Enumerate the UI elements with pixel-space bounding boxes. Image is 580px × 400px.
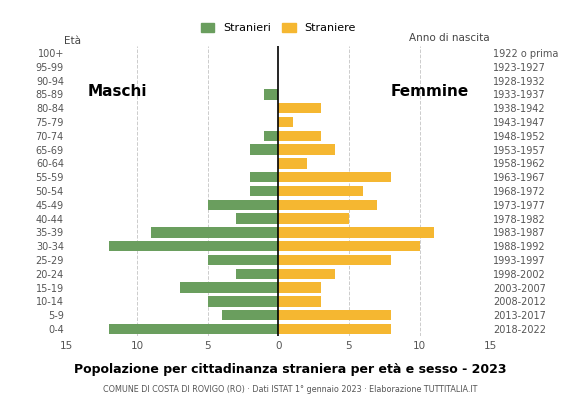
Bar — [278, 158, 307, 168]
Bar — [278, 200, 377, 210]
Bar — [109, 324, 278, 334]
Bar — [109, 241, 278, 252]
Bar — [278, 117, 292, 127]
Bar — [278, 144, 335, 155]
Bar — [278, 103, 321, 113]
Bar — [151, 227, 278, 238]
Bar — [278, 214, 349, 224]
Bar — [278, 296, 321, 307]
Bar — [278, 227, 434, 238]
Bar — [278, 269, 335, 279]
Bar — [208, 255, 278, 265]
Bar — [250, 144, 278, 155]
Bar — [278, 310, 392, 320]
Bar — [264, 130, 278, 141]
Bar — [278, 172, 392, 182]
Legend: Stranieri, Straniere: Stranieri, Straniere — [197, 18, 360, 38]
Bar — [278, 282, 321, 293]
Bar — [250, 186, 278, 196]
Text: Età: Età — [64, 36, 81, 46]
Bar — [180, 282, 278, 293]
Bar — [278, 130, 321, 141]
Text: Anno di nascita: Anno di nascita — [409, 32, 490, 42]
Bar — [278, 241, 419, 252]
Bar — [278, 255, 392, 265]
Bar — [236, 214, 278, 224]
Bar — [278, 324, 392, 334]
Bar — [250, 172, 278, 182]
Text: Femmine: Femmine — [391, 84, 469, 99]
Bar — [208, 296, 278, 307]
Bar — [278, 186, 363, 196]
Bar — [208, 200, 278, 210]
Bar — [236, 269, 278, 279]
Bar — [264, 89, 278, 100]
Text: Popolazione per cittadinanza straniera per età e sesso - 2023: Popolazione per cittadinanza straniera p… — [74, 364, 506, 376]
Text: COMUNE DI COSTA DI ROVIGO (RO) · Dati ISTAT 1° gennaio 2023 · Elaborazione TUTTI: COMUNE DI COSTA DI ROVIGO (RO) · Dati IS… — [103, 386, 477, 394]
Text: Maschi: Maschi — [88, 84, 147, 99]
Bar — [222, 310, 278, 320]
